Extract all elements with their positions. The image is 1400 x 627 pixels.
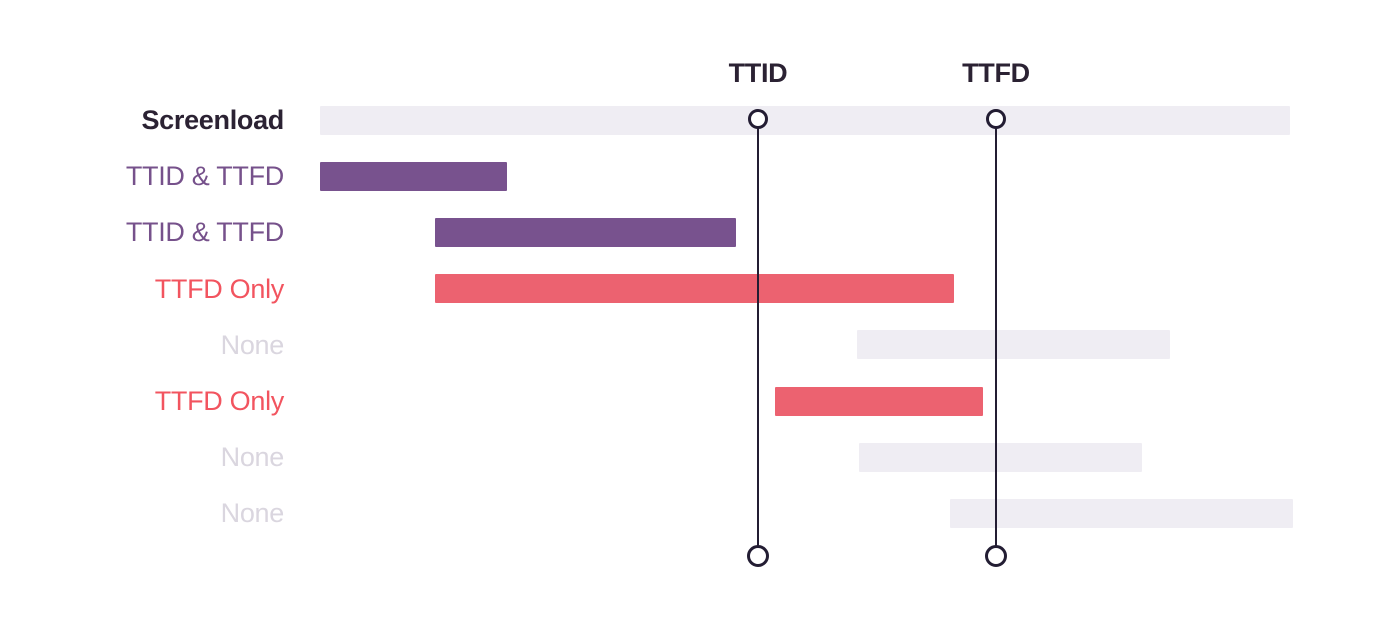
span-bar-ttid-ttfd: [320, 161, 507, 191]
ttfd-marker-label: TTFD: [962, 58, 1030, 88]
ttfd-top-circle: [986, 109, 1006, 129]
span-bar-ttfd-only: [775, 386, 983, 416]
row-label-screenload: Screenload: [141, 105, 284, 135]
row-label-none: None: [220, 329, 285, 360]
ttid-bottom-circle: [747, 545, 769, 567]
span-bar-screenload: [320, 105, 1290, 135]
row-label-none: None: [220, 442, 285, 473]
ttfd-bottom-circle: [985, 545, 1007, 567]
row-label-ttfd-only: TTFD Only: [154, 386, 285, 416]
ttid-marker-label: TTID: [728, 58, 788, 88]
ttid-marker-line: [756, 120, 760, 556]
row-label-ttfd-only: TTFD Only: [154, 273, 285, 304]
span-bar-ttid-ttfd: [435, 217, 736, 247]
span-bar-ttfd-only: [435, 274, 954, 304]
ttfd-marker-line: [994, 120, 998, 556]
row-label-ttid-ttfd: TTID & TTFD: [125, 161, 284, 192]
row-label-ttid-ttfd: TTID & TTFD: [125, 217, 284, 248]
span-bar-none: [950, 498, 1293, 528]
span-bar-none: [857, 330, 1170, 360]
row-label-none: None: [220, 498, 285, 529]
ttid-top-circle: [748, 109, 768, 129]
span-bar-none: [859, 442, 1142, 472]
